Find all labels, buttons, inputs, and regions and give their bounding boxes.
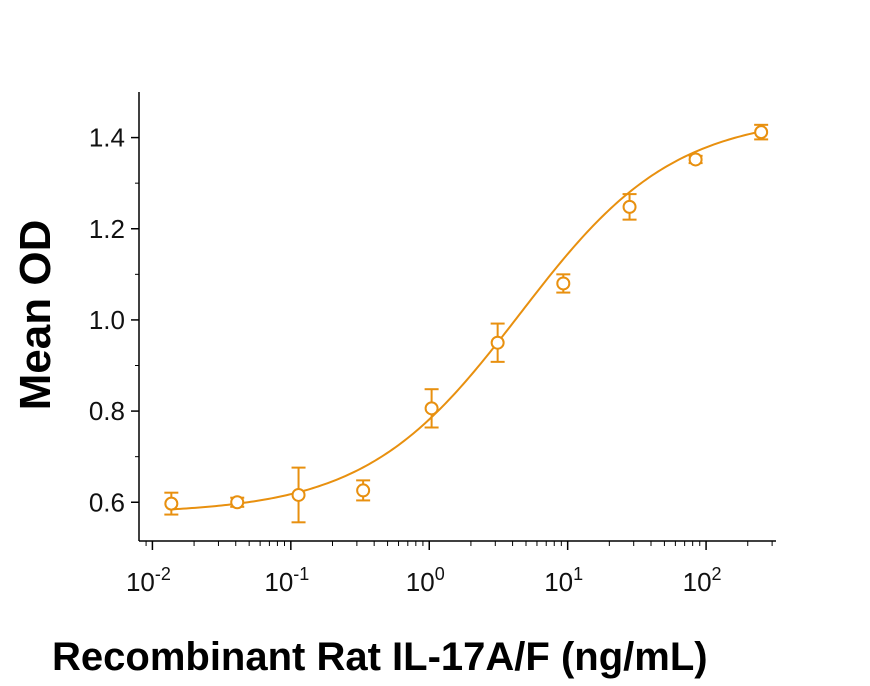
x-tick-label: 10-2 [126,564,171,597]
data-point-group [556,273,571,294]
data-point-group [490,322,505,363]
data-point-group [164,491,179,516]
y-tick-label: 1.4 [89,123,125,153]
y-tick-label: 0.6 [89,487,125,517]
data-point-group [356,479,371,502]
data-point [688,152,703,167]
x-tick-label: 100 [406,564,445,597]
data-point [291,487,306,502]
x-tick-label: 102 [683,564,722,597]
data-point [754,125,769,140]
data-point-group [230,495,245,510]
x-tick-label: 101 [544,564,583,597]
fit-curve-layer [171,130,762,511]
fit-curve [171,130,762,511]
axes: 0.6 0.8 1.0 1.2 1.4 10-2 10-1 100 101 102 [89,92,776,597]
data-point-group [688,152,703,167]
data-point [490,335,505,350]
data-point-group [754,123,769,141]
y-tick-label: 0.8 [89,396,125,426]
y-tick-label: 1.0 [89,305,125,335]
data-point [424,401,439,416]
data-point-group [622,193,637,221]
y-axis-title: Mean OD [11,220,60,411]
data-point [622,199,637,214]
y-tick-label: 1.2 [89,214,125,244]
x-tick-label: 10-1 [264,564,309,597]
data-point [356,483,371,498]
data-point [164,496,179,511]
data-point [230,495,245,510]
data-point-group [424,388,439,429]
data-point [556,276,571,291]
data-point-group [291,466,306,524]
x-axis-title: Recombinant Rat IL-17A/F (ng/mL) [52,635,708,679]
data-points-layer [164,123,769,524]
